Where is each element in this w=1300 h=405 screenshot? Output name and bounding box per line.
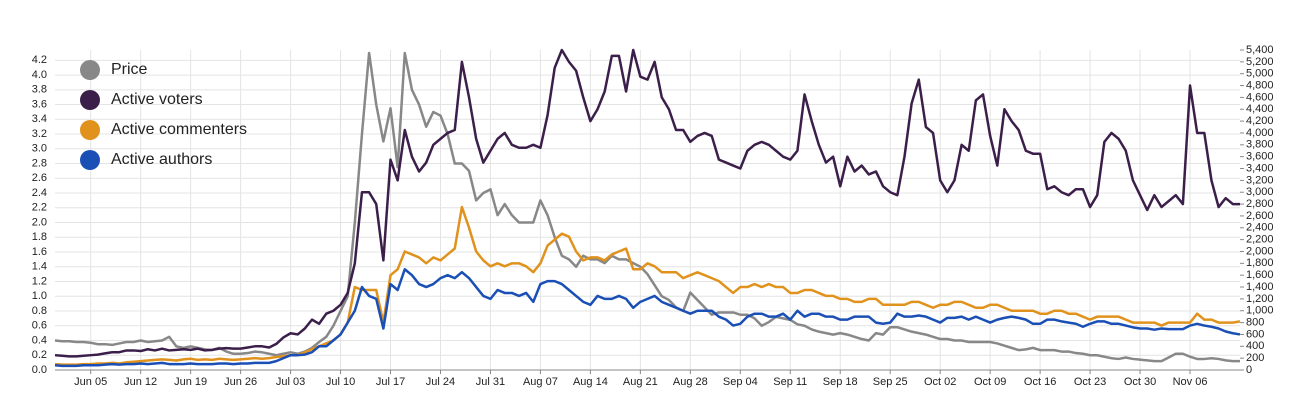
y2-tick-label: 5,000 xyxy=(1246,68,1274,80)
y-tick-label: 2.8 xyxy=(32,157,47,169)
x-tick-label: Jul 17 xyxy=(376,376,405,388)
y-tick-label: 3.0 xyxy=(32,143,47,155)
y2-tick-label: 4,200 xyxy=(1246,115,1274,127)
x-tick-label: Jun 26 xyxy=(224,376,257,388)
x-tick-label: Oct 23 xyxy=(1074,376,1106,388)
series-line xyxy=(54,205,1241,366)
x-tick-label: Jun 12 xyxy=(124,376,157,388)
series-line xyxy=(54,268,1241,368)
x-tick-label: Aug 28 xyxy=(673,376,708,388)
y-tick-label: 1.4 xyxy=(32,261,47,273)
legend-label: Price xyxy=(111,61,148,78)
y2-tick-label: 400 xyxy=(1246,340,1264,352)
y2-tick-label: 4,400 xyxy=(1246,103,1274,115)
y2-tick-label: 2,400 xyxy=(1246,222,1274,234)
y2-tick-label: 3,200 xyxy=(1246,174,1274,186)
y2-tick-label: 600 xyxy=(1246,328,1264,340)
y-tick-label: 2.0 xyxy=(32,216,47,228)
y-tick-label: 1.8 xyxy=(32,231,47,243)
y-tick-label: 0.8 xyxy=(32,305,47,317)
legend-marker xyxy=(80,60,100,80)
y-tick-label: 4.0 xyxy=(32,69,47,81)
y2-tick-label: 4,000 xyxy=(1246,127,1274,139)
y2-tick-label: 3,400 xyxy=(1246,162,1274,174)
x-tick-label: Jul 03 xyxy=(276,376,305,388)
y-tick-label: 2.4 xyxy=(32,187,47,199)
legend-marker xyxy=(80,90,100,110)
y2-tick-label: 5,400 xyxy=(1246,44,1274,56)
y2-tick-label: 5,200 xyxy=(1246,56,1274,68)
y2-tick-label: 1,600 xyxy=(1246,269,1274,281)
x-tick-label: Oct 09 xyxy=(974,376,1006,388)
x-tick-label: Sep 04 xyxy=(723,376,758,388)
y2-tick-label: 2,600 xyxy=(1246,210,1274,222)
y-tick-label: 2.6 xyxy=(32,172,47,184)
x-tick-label: Sep 18 xyxy=(823,376,858,388)
y-tick-label: 3.6 xyxy=(32,98,47,110)
legend-marker xyxy=(80,120,100,140)
y2-tick-label: 1,800 xyxy=(1246,257,1274,269)
y2-tick-label: 4,800 xyxy=(1246,79,1274,91)
x-tick-label: Nov 06 xyxy=(1173,376,1208,388)
x-tick-label: Oct 02 xyxy=(924,376,956,388)
y-tick-label: 0.4 xyxy=(32,334,47,346)
y-tick-label: 0.6 xyxy=(32,320,47,332)
x-tick-label: Aug 21 xyxy=(623,376,658,388)
x-tick-label: Oct 30 xyxy=(1124,376,1156,388)
y-tick-label: 0.0 xyxy=(32,364,47,376)
x-tick-label: Jul 10 xyxy=(326,376,355,388)
x-tick-label: Oct 16 xyxy=(1024,376,1056,388)
y2-tick-label: 200 xyxy=(1246,352,1264,364)
y2-tick-label: 3,600 xyxy=(1246,151,1274,163)
x-tick-label: Sep 11 xyxy=(773,376,807,388)
y2-tick-label: 2,200 xyxy=(1246,234,1274,246)
x-tick-label: Aug 07 xyxy=(523,376,558,388)
y2-tick-label: 2,800 xyxy=(1246,198,1274,210)
y-tick-label: 1.6 xyxy=(32,246,47,258)
y2-tick-label: 2,000 xyxy=(1246,245,1274,257)
y2-tick-label: 1,200 xyxy=(1246,293,1274,305)
x-tick-label: Jul 31 xyxy=(476,376,505,388)
x-tick-label: Jul 24 xyxy=(426,376,455,388)
y-tick-label: 4.2 xyxy=(32,54,47,66)
legend-label: Active voters xyxy=(111,91,203,108)
y-tick-label: 0.2 xyxy=(32,349,47,361)
y-tick-label: 1.2 xyxy=(32,275,47,287)
y2-tick-label: 4,600 xyxy=(1246,91,1274,103)
x-tick-label: Sep 25 xyxy=(873,376,908,388)
y-tick-label: 2.2 xyxy=(32,202,47,214)
y2-tick-label: 1,000 xyxy=(1246,305,1274,317)
x-tick-label: Jun 05 xyxy=(74,376,107,388)
x-tick-label: Aug 14 xyxy=(573,376,608,388)
legend-label: Active commenters xyxy=(111,121,247,138)
series-line xyxy=(54,51,1240,363)
legend-label: Active authors xyxy=(111,151,212,168)
y2-tick-label: 800 xyxy=(1246,316,1264,328)
y2-tick-label: 3,000 xyxy=(1246,186,1274,198)
y-tick-label: 3.4 xyxy=(32,113,47,125)
series-line xyxy=(54,48,1240,358)
legend-marker xyxy=(80,150,100,170)
y-tick-label: 3.8 xyxy=(32,84,47,96)
y2-tick-label: 3,800 xyxy=(1246,139,1274,151)
x-tick-label: Jun 19 xyxy=(174,376,207,388)
y2-tick-label: 1,400 xyxy=(1246,281,1274,293)
y-tick-label: 3.2 xyxy=(32,128,47,140)
y-tick-label: 1.0 xyxy=(32,290,47,302)
y2-tick-label: 0 xyxy=(1246,364,1252,376)
